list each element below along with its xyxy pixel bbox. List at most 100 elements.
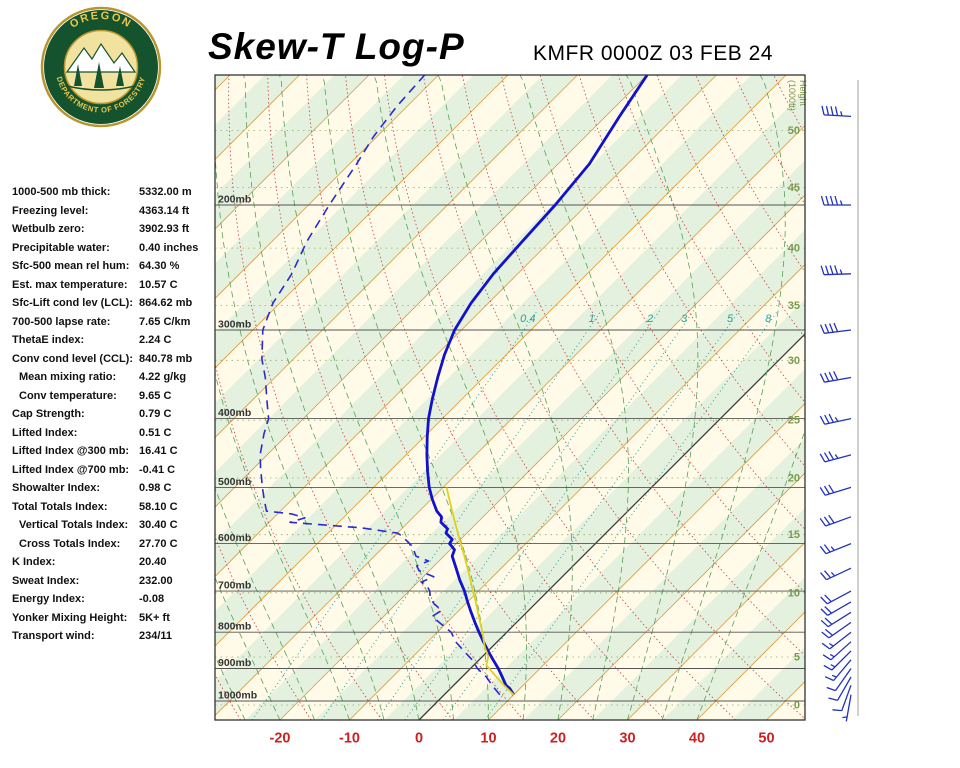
pressure-labels: 200mb 300mb 400mb 500mb 600mb 700mb 800mb 900mb…	[218, 194, 257, 702]
svg-text:(1000ft): (1000ft)	[787, 80, 797, 111]
stat-row: ThetaE index: 2.24 C	[12, 334, 212, 353]
stat-label: Yonker Mixing Height:	[12, 611, 128, 624]
stat-row: Wetbulb zero: 3902.93 ft	[12, 223, 212, 242]
stat-label: Est. max temperature:	[12, 278, 128, 291]
mixing-ratio-labels: 0.4 1 2 3 5 8	[520, 313, 772, 325]
stat-row: Sfc-500 mean rel hum: 64.30 %	[12, 260, 212, 279]
stat-label: Transport wind:	[12, 630, 95, 642]
svg-text:-10: -10	[339, 731, 360, 747]
stat-label: Precipitable water:	[12, 241, 110, 254]
stat-row: Lifted Index @700 mb: -0.41 C	[12, 464, 212, 483]
svg-text:5: 5	[727, 313, 734, 325]
stat-row: Mean mixing ratio: 4.22 g/kg	[12, 371, 212, 390]
stat-label: 1000-500 mb thick:	[12, 186, 111, 198]
height-axis-title: Height(1000ft)	[787, 80, 808, 111]
stat-value: 30.40 C	[139, 519, 178, 531]
stat-value: 234/11	[139, 630, 173, 642]
logo-mountain-trees-art	[65, 42, 137, 91]
stat-value: 864.62 mb	[139, 297, 193, 309]
stat-row: Sweat Index: 232.00	[12, 575, 212, 594]
stat-label: Cap Strength:	[12, 408, 85, 420]
stat-label: Lifted Index:	[12, 426, 78, 439]
stat-value: -0.08	[139, 593, 165, 605]
svg-text:50: 50	[758, 731, 774, 747]
stat-value: -0.41 C	[139, 463, 176, 476]
stat-row: Total Totals Index: 58.10 C	[12, 501, 212, 520]
chart-border	[214, 74, 806, 721]
stat-label: K Index:	[12, 556, 56, 568]
stat-row: Lifted Index @300 mb: 16.41 C	[12, 445, 212, 464]
svg-text:1000mb: 1000mb	[218, 690, 257, 702]
stat-row: 700-500 lapse rate: 7.65 C/km	[12, 316, 212, 335]
stat-value: 4363.14 ft	[139, 204, 190, 217]
stat-row: Freezing level: 4363.14 ft	[12, 205, 212, 224]
stat-value: 16.41 C	[139, 445, 178, 457]
stat-value: 9.65 C	[139, 389, 172, 402]
stat-row: K Index: 20.40	[12, 556, 212, 575]
stat-label: Total Totals Index:	[12, 500, 108, 513]
stat-label: Vertical Totals Index:	[19, 519, 129, 531]
stat-value: 2.24 C	[139, 334, 172, 346]
stat-value: 3902.93 ft	[139, 223, 190, 235]
stat-row: Sfc-Lift cond lev (LCL): 864.62 mb	[12, 297, 212, 316]
svg-text:200mb: 200mb	[218, 194, 251, 206]
stat-value: 4.22 g/kg	[139, 371, 187, 383]
stat-row: Precipitable water: 0.40 inches	[12, 242, 212, 261]
stat-label: Energy Index:	[12, 593, 85, 605]
stat-label: 700-500 lapse rate:	[12, 315, 111, 328]
svg-text:8: 8	[765, 313, 772, 325]
svg-text:800mb: 800mb	[218, 621, 251, 633]
page-title: Skew-T Log-P	[208, 26, 465, 67]
stat-value: 27.70 C	[139, 537, 178, 550]
stat-value: 0.51 C	[139, 426, 172, 439]
stat-row: Showalter Index: 0.98 C	[12, 482, 212, 501]
svg-text:40: 40	[788, 243, 800, 255]
stat-label: Sfc-Lift cond lev (LCL):	[12, 297, 133, 309]
stat-row: Yonker Mixing Height: 5K+ ft	[12, 612, 212, 631]
stat-value: 10.57 C	[139, 278, 178, 291]
stat-value: 64.30 %	[139, 260, 180, 272]
svg-text:50: 50	[788, 125, 800, 137]
stats-panel: 1000-500 mb thick: 5332.00 m Freezing leve…	[12, 186, 212, 649]
stat-row: 1000-500 mb thick: 5332.00 m	[12, 186, 212, 205]
stat-row: Vertical Totals Index: 30.40 C	[12, 519, 212, 538]
stat-label: ThetaE index:	[12, 334, 85, 346]
stat-label: Mean mixing ratio:	[19, 371, 117, 383]
stat-label: Freezing level:	[12, 204, 89, 217]
stat-row: Conv cond level (CCL): 840.78 mb	[12, 353, 212, 372]
stat-row: Est. max temperature: 10.57 C	[12, 279, 212, 298]
stat-label: Lifted Index @300 mb:	[12, 445, 130, 457]
svg-text:30: 30	[619, 731, 635, 747]
svg-text:0: 0	[415, 731, 423, 747]
stat-row: Cross Totals Index: 27.70 C	[12, 538, 212, 557]
svg-text:15: 15	[788, 529, 800, 541]
stat-label: Sfc-500 mean rel hum:	[12, 260, 130, 272]
svg-text:-20: -20	[270, 731, 291, 747]
svg-text:20: 20	[550, 731, 566, 747]
svg-text:25: 25	[788, 415, 800, 427]
svg-text:700mb: 700mb	[218, 580, 251, 592]
stat-value: 0.40 inches	[139, 241, 199, 254]
svg-text:0.4: 0.4	[520, 313, 535, 325]
stat-value: 840.78 mb	[139, 352, 193, 365]
parcel-trace	[445, 487, 515, 696]
stat-row: Lifted Index: 0.51 C	[12, 427, 212, 446]
svg-text:5: 5	[794, 652, 800, 664]
svg-text:600mb: 600mb	[218, 532, 251, 544]
stat-label: Conv temperature:	[19, 389, 117, 402]
svg-text:400mb: 400mb	[218, 407, 251, 419]
stat-value: 232.00	[139, 574, 173, 587]
stat-row: Transport wind: 234/11	[12, 630, 212, 649]
svg-text:10: 10	[480, 731, 496, 747]
mixing-ratio-lines	[251, 309, 779, 720]
odf-logo: OREGON DEPARTMENT OF FORESTRY	[40, 6, 162, 128]
wind-barbs	[819, 80, 859, 722]
svg-text:20: 20	[788, 473, 800, 485]
svg-text:3: 3	[681, 313, 688, 325]
svg-text:Height: Height	[798, 80, 808, 107]
svg-text:45: 45	[788, 182, 800, 194]
stat-label: Wetbulb zero:	[12, 223, 85, 235]
stat-value: 0.79 C	[139, 408, 172, 420]
